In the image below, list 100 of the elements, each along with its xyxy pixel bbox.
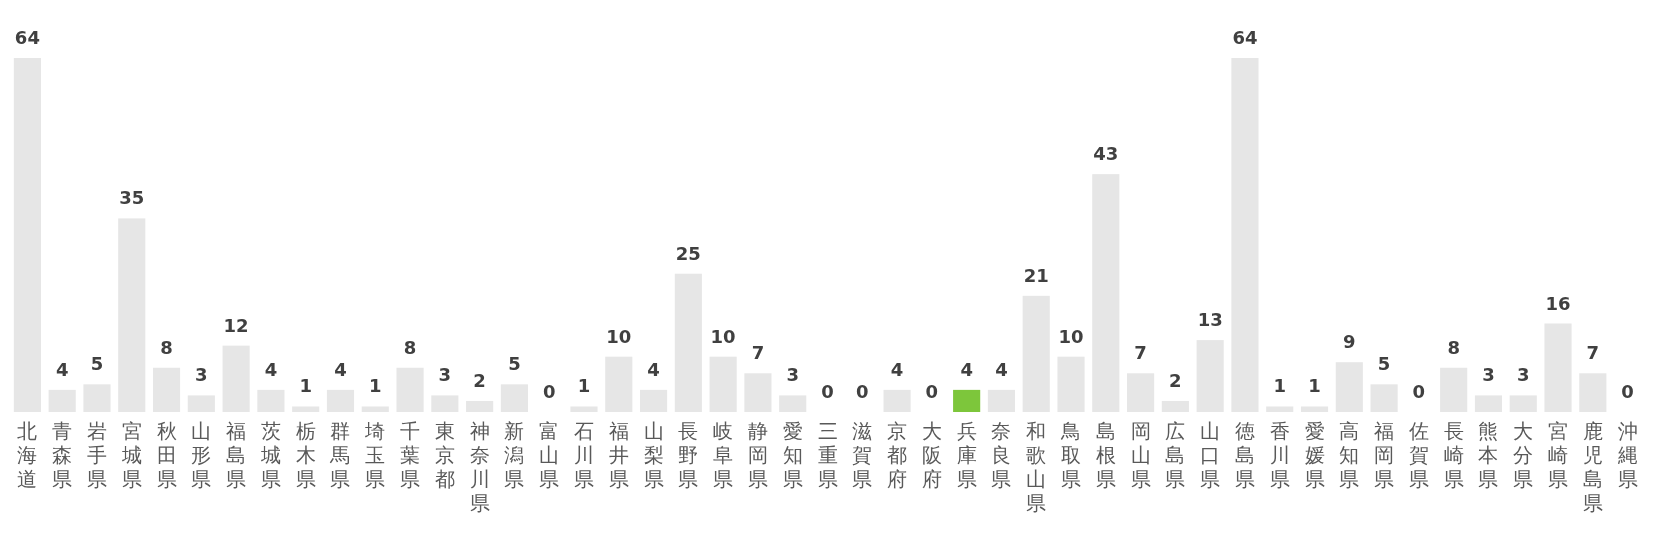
bar xyxy=(779,395,807,412)
data-label: 25 xyxy=(675,242,701,264)
x-tick-label: 神奈川県 xyxy=(469,419,490,515)
x-tick-label: 静岡県 xyxy=(747,419,768,491)
x-tick-label: 愛知県 xyxy=(782,419,803,491)
x-tick-label: 三重県 xyxy=(817,419,838,491)
x-tick-label: 熊本県 xyxy=(1478,419,1499,491)
data-label: 12 xyxy=(223,314,249,336)
bar xyxy=(1092,174,1120,412)
bar xyxy=(570,406,598,412)
x-tick-label: 新潟県 xyxy=(504,419,525,491)
data-label: 3 xyxy=(1516,364,1530,386)
data-label: 5 xyxy=(90,353,104,375)
bar xyxy=(1579,373,1607,412)
data-label: 1 xyxy=(577,375,591,397)
bar xyxy=(13,58,41,412)
bar xyxy=(1474,395,1503,412)
data-label: 16 xyxy=(1545,292,1571,314)
data-label: 64 xyxy=(14,27,40,48)
bar xyxy=(152,367,181,412)
bar xyxy=(431,395,459,412)
x-tick-label: 兵庫県 xyxy=(956,419,977,491)
x-tick-label: 長崎県 xyxy=(1443,419,1464,491)
x-tick-label: 富山県 xyxy=(539,419,560,491)
data-label: 5 xyxy=(508,353,521,375)
x-tick-label: 愛媛県 xyxy=(1304,419,1325,491)
x-tick-label: 岡山県 xyxy=(1130,419,1151,491)
bar xyxy=(257,389,285,412)
bar xyxy=(1057,356,1085,412)
data-label: 43 xyxy=(1093,143,1119,165)
x-tick-label: 鹿児島県 xyxy=(1582,419,1603,515)
x-tick-label: 長野県 xyxy=(678,419,699,491)
bar xyxy=(987,389,1015,412)
data-label: 0 xyxy=(821,381,834,402)
bar xyxy=(466,400,494,412)
bar xyxy=(605,356,633,412)
bar xyxy=(1509,395,1537,412)
x-tick-label: 宮城県 xyxy=(120,419,142,491)
data-label: 7 xyxy=(1586,342,1600,364)
x-tick-label: 群馬県 xyxy=(329,419,351,491)
data-label: 9 xyxy=(1343,331,1356,353)
bar xyxy=(744,373,772,412)
x-tick-label: 東京都 xyxy=(434,419,455,491)
data-label: 64 xyxy=(1232,27,1258,48)
bar xyxy=(640,389,668,412)
x-tick-label: 北海道 xyxy=(17,419,38,491)
data-label: 4 xyxy=(647,358,660,380)
x-tick-label: 山口県 xyxy=(1200,419,1221,491)
x-tick-label: 秋田県 xyxy=(156,419,177,491)
data-label: 8 xyxy=(160,336,173,358)
data-label: 0 xyxy=(542,381,556,402)
bar xyxy=(396,367,424,412)
x-tick-label: 奈良県 xyxy=(991,419,1012,491)
x-tick-label: 大分県 xyxy=(1513,419,1534,491)
data-label: 0 xyxy=(1412,381,1426,402)
x-tick-label: 山梨県 xyxy=(643,419,664,491)
data-label: 4 xyxy=(960,358,973,380)
data-label: 3 xyxy=(195,364,208,386)
bar xyxy=(361,406,389,412)
bar xyxy=(1300,406,1329,412)
x-tick-label: 大阪府 xyxy=(921,419,942,491)
data-label: 2 xyxy=(1169,369,1182,391)
data-label: 35 xyxy=(119,187,145,209)
data-label: 0 xyxy=(856,381,869,402)
x-tick-label: 埼玉県 xyxy=(364,419,386,491)
data-label: 10 xyxy=(710,325,736,347)
data-label: 5 xyxy=(1377,353,1391,375)
bar xyxy=(48,389,76,412)
bar xyxy=(187,395,215,412)
data-label: 10 xyxy=(606,325,632,347)
bar xyxy=(326,389,355,412)
data-label: 8 xyxy=(403,336,417,358)
data-label: 13 xyxy=(1197,309,1223,331)
bar xyxy=(222,345,250,412)
x-tick-label: 福島県 xyxy=(226,419,247,491)
bar xyxy=(883,389,911,412)
data-label: 21 xyxy=(1023,264,1049,286)
x-tick-label: 岩手県 xyxy=(86,419,107,491)
data-label: 7 xyxy=(751,342,765,364)
bar xyxy=(1370,384,1398,412)
x-tick-label: 佐賀県 xyxy=(1408,419,1429,491)
x-tick-label: 鳥取県 xyxy=(1060,419,1082,491)
data-label: 3 xyxy=(1482,364,1495,386)
x-tick-label: 栃木県 xyxy=(295,419,316,491)
data-label: 8 xyxy=(1447,336,1460,358)
x-tick-label: 茨城県 xyxy=(259,419,281,491)
data-label: 4 xyxy=(995,358,1008,380)
data-label: 4 xyxy=(334,358,347,380)
bar xyxy=(1127,373,1155,412)
x-tick-label: 宮崎県 xyxy=(1548,419,1569,491)
bar xyxy=(1161,400,1189,412)
x-tick-label: 石川県 xyxy=(573,419,594,491)
x-tick-label: 高知県 xyxy=(1339,419,1360,491)
data-label: 2 xyxy=(473,369,486,391)
data-label: 4 xyxy=(890,358,904,380)
bar xyxy=(83,384,111,412)
data-label: 10 xyxy=(1058,325,1084,347)
x-tick-label: 徳島県 xyxy=(1234,419,1255,491)
bar xyxy=(1440,367,1468,412)
x-tick-label: 和歌山県 xyxy=(1026,419,1047,515)
